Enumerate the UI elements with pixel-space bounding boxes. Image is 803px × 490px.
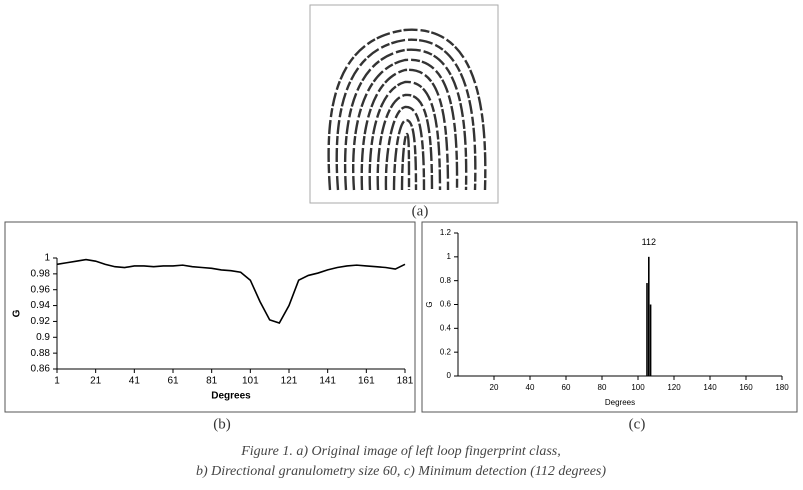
y-tick-label: 0.8 [440,276,452,285]
subfigure-label: (c) [629,416,646,432]
caption-line: b) Directional granulometry size 60, c) … [196,464,606,479]
x-tick-label: 160 [739,383,753,392]
x-tick-label: 1 [54,376,60,387]
x-axis-label: Degrees [605,398,635,407]
x-tick-label: 41 [129,376,141,387]
x-tick-label: 180 [775,383,789,392]
y-tick-label: 0.88 [31,348,51,359]
y-tick-label: 1 [447,252,452,261]
y-tick-label: 0.92 [31,316,51,327]
x-tick-label: 120 [667,383,681,392]
caption-line: Figure 1. a) Original image of left loop… [240,444,561,459]
y-tick-label: 0.96 [31,284,51,295]
y-tick-label: 1.2 [440,228,452,237]
x-tick-label: 40 [526,383,535,392]
x-tick-label: 81 [206,376,218,387]
annotation: 112 [642,237,656,247]
y-tick-label: 0.9 [36,332,50,343]
x-tick-label: 141 [319,376,336,387]
x-axis-label: Degrees [211,391,251,402]
subfigure-label: (a) [412,203,429,219]
x-tick-label: 80 [598,383,607,392]
fingerprint-image [309,4,499,204]
chart-frame [421,221,798,413]
y-tick-label: 0.4 [440,323,452,332]
x-tick-label: 140 [703,383,717,392]
x-tick-label: 161 [358,376,375,387]
y-tick-label: 0 [447,371,452,380]
x-tick-label: 121 [281,376,298,387]
x-tick-label: 101 [242,376,259,387]
y-tick-label: 0.6 [440,300,452,309]
y-tick-label: 0.94 [31,300,51,311]
y-tick-label: 0.86 [31,364,51,375]
y-tick-label: 0.2 [440,347,452,356]
y-axis-label: G [12,309,23,317]
x-tick-label: 20 [490,383,499,392]
x-tick-label: 100 [631,383,645,392]
chart-frame [4,221,416,413]
x-tick-label: 21 [90,376,102,387]
x-tick-label: 60 [562,383,571,392]
y-axis-label: G [425,301,434,307]
x-tick-label: 61 [167,376,179,387]
data-line [56,258,406,324]
y-tick-label: 1 [44,253,50,264]
y-tick-label: 0.98 [31,268,51,279]
x-tick-label: 181 [397,376,414,387]
subfigure-label: (b) [213,416,231,432]
